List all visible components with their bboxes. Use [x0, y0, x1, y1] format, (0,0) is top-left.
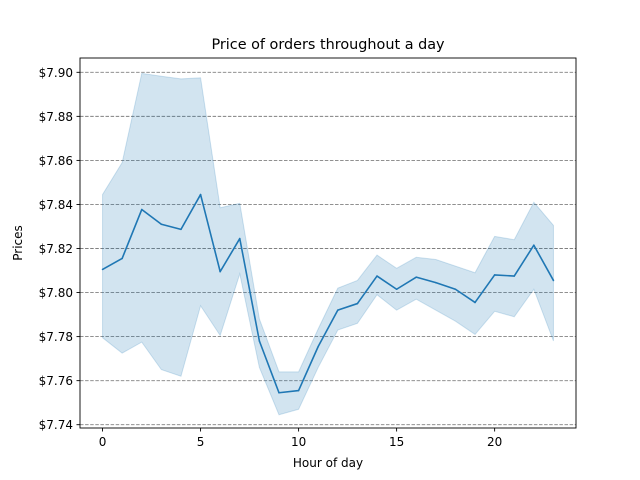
y-tick-label: $7.80	[39, 286, 73, 300]
confidence-band-layer	[102, 72, 554, 416]
x-tick-label: 15	[389, 435, 404, 449]
series-line-layer	[101, 193, 555, 394]
data-point	[493, 274, 496, 276]
data-point	[356, 302, 359, 305]
y-axis-ticks: $7.74 $7.76 $7.78 $7.80 $7.82 $7.84 $7.86 $7.88…	[39, 66, 80, 432]
data-point	[121, 257, 123, 260]
y-tick-label: $7.76	[39, 374, 73, 388]
data-point	[317, 345, 319, 348]
data-point	[238, 237, 241, 240]
data-point	[199, 193, 202, 196]
x-tick-label: 20	[487, 435, 502, 449]
x-axis-label: Hour of day	[293, 456, 363, 470]
data-point	[101, 268, 104, 271]
x-tick-label: 10	[291, 435, 306, 449]
y-tick-label: $7.88	[39, 110, 73, 124]
data-point	[415, 276, 418, 278]
data-point	[219, 270, 221, 273]
data-point	[395, 288, 398, 291]
y-tick-label: $7.90	[39, 66, 73, 80]
y-tick-label: $7.74	[39, 418, 73, 432]
confidence-band	[102, 72, 554, 416]
data-point	[513, 275, 516, 277]
plot-frame	[79, 57, 577, 429]
data-point	[474, 301, 476, 304]
y-tick-label: $7.82	[39, 242, 73, 256]
data-point	[160, 223, 163, 226]
data-point	[297, 389, 300, 392]
x-tick-label: 0	[99, 435, 107, 449]
y-axis-label: Prices	[11, 225, 25, 261]
y-tick-label: $7.84	[39, 198, 73, 212]
data-point	[278, 391, 280, 394]
data-point	[552, 279, 555, 282]
data-point	[533, 244, 535, 247]
x-tick-label: 5	[197, 435, 205, 449]
y-tick-label: $7.86	[39, 154, 73, 168]
data-point	[180, 228, 182, 231]
data-point	[454, 288, 457, 291]
x-axis-ticks: 0 5 10 15 20	[99, 428, 502, 449]
chart-title: Price of orders throughout a day	[211, 37, 445, 53]
data-point	[140, 208, 143, 211]
data-point	[376, 275, 378, 277]
y-tick-label: $7.78	[39, 330, 73, 344]
data-point	[435, 281, 437, 284]
data-point	[258, 340, 261, 342]
grid-lines	[80, 71, 576, 426]
data-point	[337, 309, 339, 311]
series-line	[102, 193, 555, 394]
